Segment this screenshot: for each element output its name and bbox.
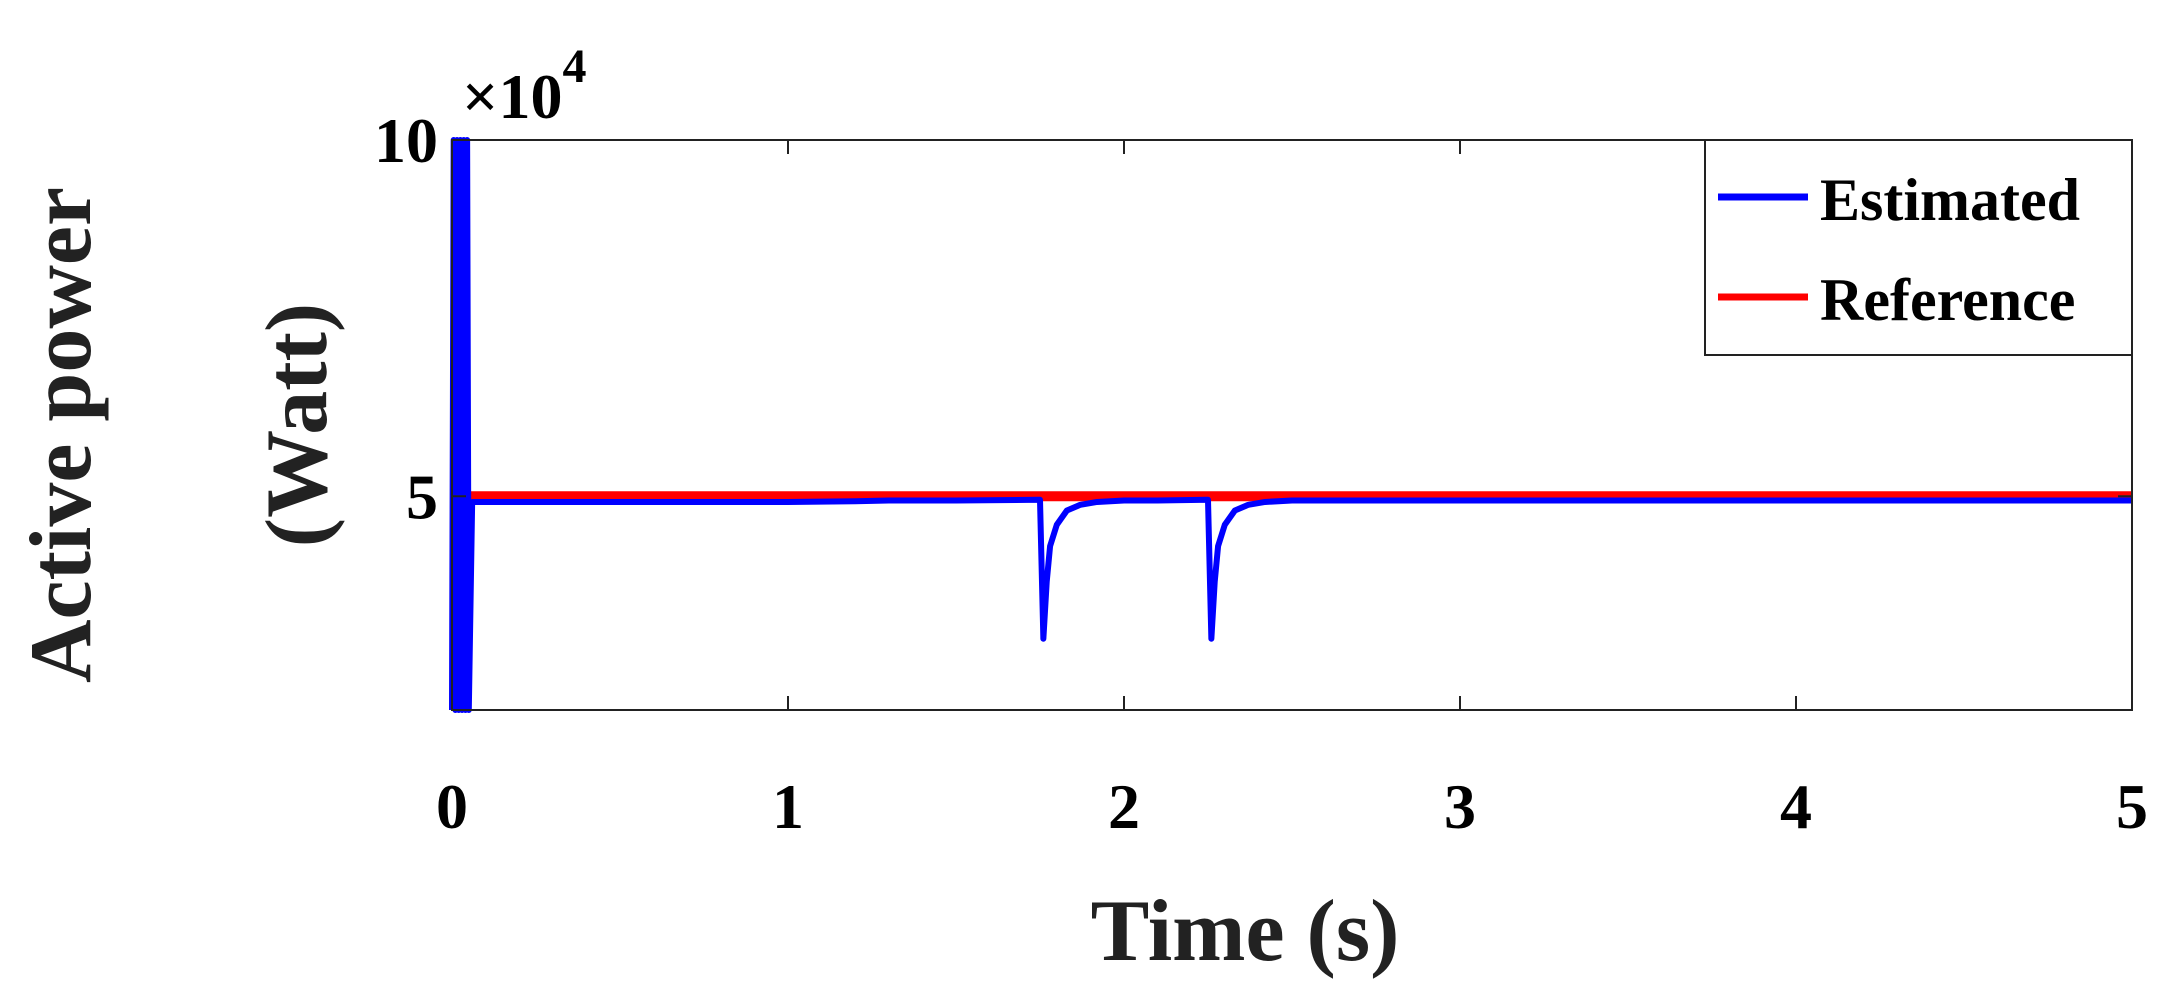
y-axis-label-line2: (Watt) [249, 303, 346, 547]
legend: Estimated Reference [1704, 139, 2133, 356]
legend-label-reference: Reference [1820, 267, 2075, 333]
x-axis-label: Time (s) [1091, 883, 1400, 980]
x-tick-label: 4 [1780, 771, 1812, 842]
y-axis-label-line1: Active power [13, 187, 110, 683]
y-tick-label: 5 [406, 461, 438, 532]
y-tick-label: 10 [374, 105, 438, 176]
x-tick-label: 2 [1108, 771, 1140, 842]
x-tick-label: 3 [1444, 771, 1476, 842]
x-tick-label: 1 [772, 771, 804, 842]
x-tick-label: 0 [436, 771, 468, 842]
y-multiplier: ×104 [462, 40, 586, 132]
x-axis-ticks: 0 1 2 3 4 5 [436, 140, 2148, 842]
legend-box [1704, 139, 2133, 356]
y-axis-ticks: 5 10 [374, 105, 2132, 532]
x-tick-label: 5 [2116, 771, 2148, 842]
plot-area-frame [451, 139, 2133, 711]
legend-label-estimated: Estimated [1820, 167, 2080, 233]
